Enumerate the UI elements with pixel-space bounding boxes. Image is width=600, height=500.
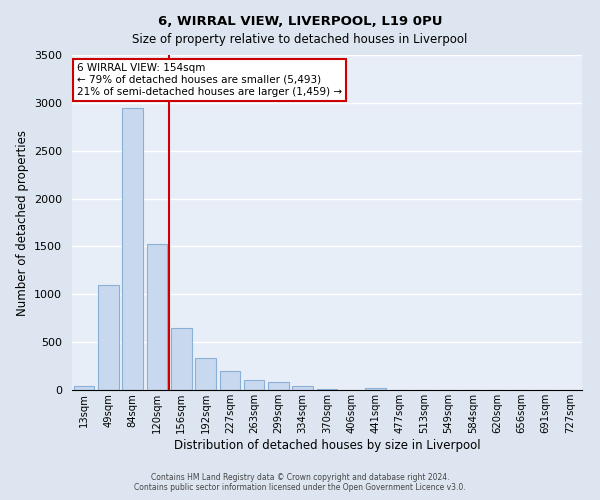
Text: Size of property relative to detached houses in Liverpool: Size of property relative to detached ho… (133, 32, 467, 46)
Bar (146, 244, 167, 390)
Bar (122, 108, 143, 390)
Bar (244, 380, 265, 390)
Bar (268, 382, 289, 390)
Bar (171, 328, 191, 390)
Bar (317, 388, 337, 390)
Text: Contains HM Land Registry data © Crown copyright and database right 2024.
Contai: Contains HM Land Registry data © Crown c… (134, 473, 466, 492)
Bar (365, 388, 386, 390)
X-axis label: Distribution of detached houses by size in Liverpool: Distribution of detached houses by size … (173, 438, 481, 452)
Bar (74, 386, 94, 390)
Text: 6 WIRRAL VIEW: 154sqm
← 79% of detached houses are smaller (5,493)
21% of semi-d: 6 WIRRAL VIEW: 154sqm ← 79% of detached … (77, 64, 342, 96)
Y-axis label: Number of detached properties: Number of detached properties (16, 130, 29, 316)
Text: 6, WIRRAL VIEW, LIVERPOOL, L19 0PU: 6, WIRRAL VIEW, LIVERPOOL, L19 0PU (158, 15, 442, 28)
Bar (220, 371, 240, 390)
Bar (292, 386, 313, 390)
Bar (195, 358, 216, 390)
Bar (98, 284, 119, 390)
